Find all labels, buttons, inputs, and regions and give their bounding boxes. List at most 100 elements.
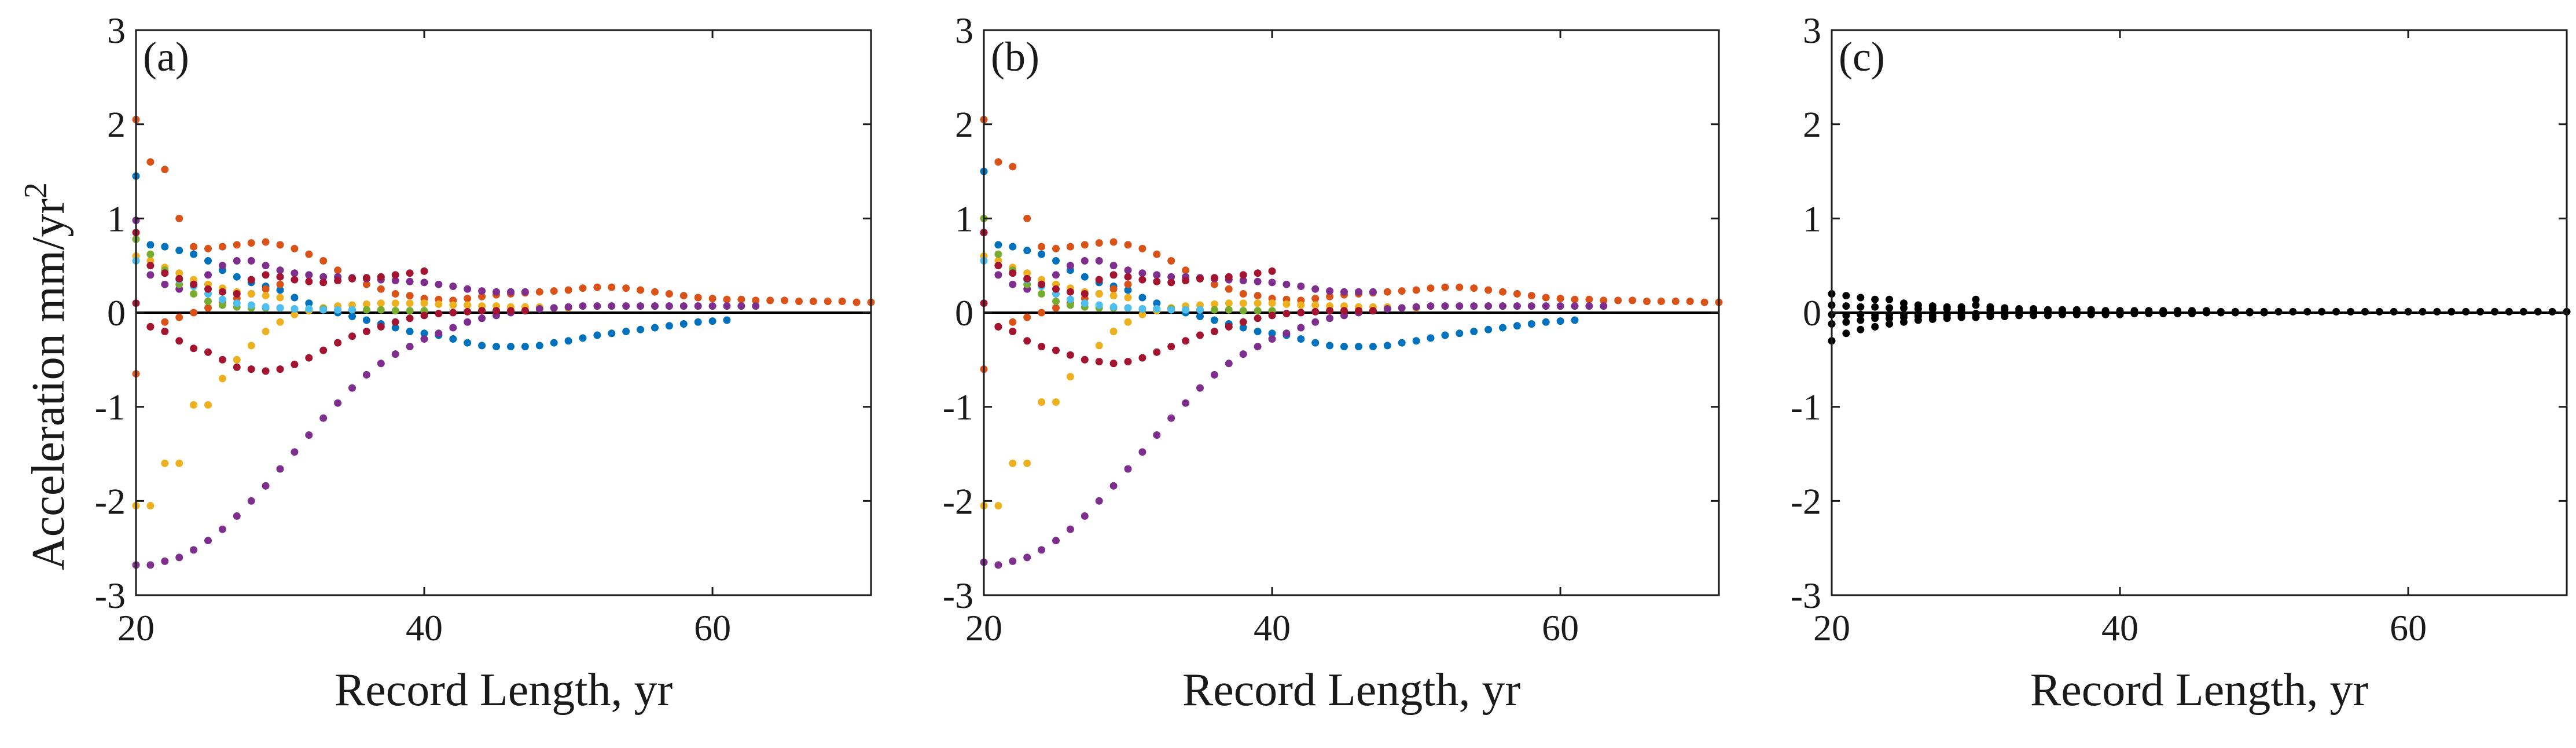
data-point (406, 277, 414, 285)
data-point (1283, 280, 1291, 288)
data-point (291, 294, 299, 302)
data-point (694, 302, 702, 310)
data-point (1355, 307, 1362, 315)
data-point (1268, 267, 1276, 275)
series-purple (132, 302, 760, 569)
data-point (1225, 360, 1233, 368)
data-point (1513, 302, 1521, 310)
data-point (2145, 310, 2153, 318)
data-point (1340, 343, 1348, 351)
data-point (204, 537, 212, 545)
data-point (262, 285, 270, 293)
data-point (319, 278, 328, 287)
x-tick-label: 40 (2101, 607, 2138, 648)
data-point (348, 384, 356, 392)
data-point (1153, 277, 1161, 285)
data-point (564, 337, 572, 345)
data-point (1283, 310, 1291, 318)
panel-a: -3 -2 -1 0 1 2 3 20 40 60 (a) Record Length, yr (95, 10, 875, 716)
data-point (1153, 348, 1161, 356)
data-point (1542, 318, 1550, 326)
data-point (276, 286, 284, 294)
data-point (1254, 307, 1262, 315)
data-point (1009, 557, 1017, 565)
data-point (305, 305, 313, 313)
data-point (852, 298, 861, 306)
data-point (190, 309, 198, 317)
data-point (218, 288, 226, 296)
data-point (1052, 346, 1060, 354)
data-point (1857, 325, 1865, 333)
data-point (334, 339, 342, 347)
data-point (1600, 302, 1608, 310)
data-point (1427, 284, 1435, 292)
data-point (1857, 316, 1865, 324)
data-point (1268, 335, 1276, 343)
data-point (1095, 239, 1103, 247)
data-point (161, 459, 169, 467)
data-point (550, 339, 558, 347)
data-point (2375, 307, 2383, 316)
data-point (2519, 307, 2527, 316)
data-point (291, 276, 299, 284)
data-point (1095, 290, 1103, 298)
data-point (1297, 309, 1305, 317)
data-point (276, 465, 284, 473)
data-point (305, 431, 313, 439)
data-point (449, 324, 457, 332)
data-point (1095, 497, 1103, 505)
data-point (1972, 301, 1980, 309)
data-point (737, 295, 745, 303)
data-point (391, 271, 399, 279)
series-black-lower (1828, 310, 2196, 345)
data-point (146, 262, 155, 270)
data-point (1052, 537, 1060, 545)
data-point (535, 342, 543, 350)
data-point (1340, 288, 1348, 296)
data-point (1900, 304, 1908, 312)
y-tick-label: 2 (107, 104, 126, 145)
data-point (276, 294, 284, 302)
data-point (247, 257, 255, 265)
data-point (1254, 314, 1262, 322)
data-point (1023, 337, 1031, 345)
data-point (1311, 301, 1320, 309)
data-point (752, 302, 760, 310)
data-point (1109, 328, 1118, 335)
data-point (1095, 257, 1103, 265)
data-point (1038, 280, 1046, 288)
data-point (679, 302, 688, 310)
data-point (190, 243, 198, 251)
data-point (161, 269, 169, 277)
data-point (1614, 296, 1622, 305)
data-point (608, 329, 616, 338)
data-point (262, 262, 270, 270)
data-point (2087, 310, 2095, 318)
data-point (1239, 350, 1247, 358)
data-point (247, 342, 255, 350)
data-point (1254, 343, 1262, 351)
data-point (262, 238, 270, 246)
data-point (1629, 296, 1637, 305)
data-point (276, 318, 284, 326)
data-point (218, 243, 226, 251)
data-point (593, 302, 601, 310)
data-point (1427, 334, 1435, 342)
data-point (1657, 298, 1665, 305)
data-point (1023, 553, 1031, 562)
y-tick-label: -1 (1791, 387, 1821, 428)
data-point (1095, 301, 1103, 309)
data-point (1196, 313, 1204, 320)
y-tick-label: -3 (1791, 575, 1821, 616)
y-tick-label: 3 (107, 10, 126, 51)
data-point (1182, 306, 1190, 314)
y-tick-label: -1 (95, 387, 126, 428)
data-point (262, 292, 270, 300)
data-point (362, 371, 370, 379)
data-point (1052, 304, 1060, 312)
data-point (1182, 337, 1190, 345)
data-point (1066, 295, 1074, 303)
data-point (824, 298, 832, 305)
data-point (1571, 316, 1579, 324)
